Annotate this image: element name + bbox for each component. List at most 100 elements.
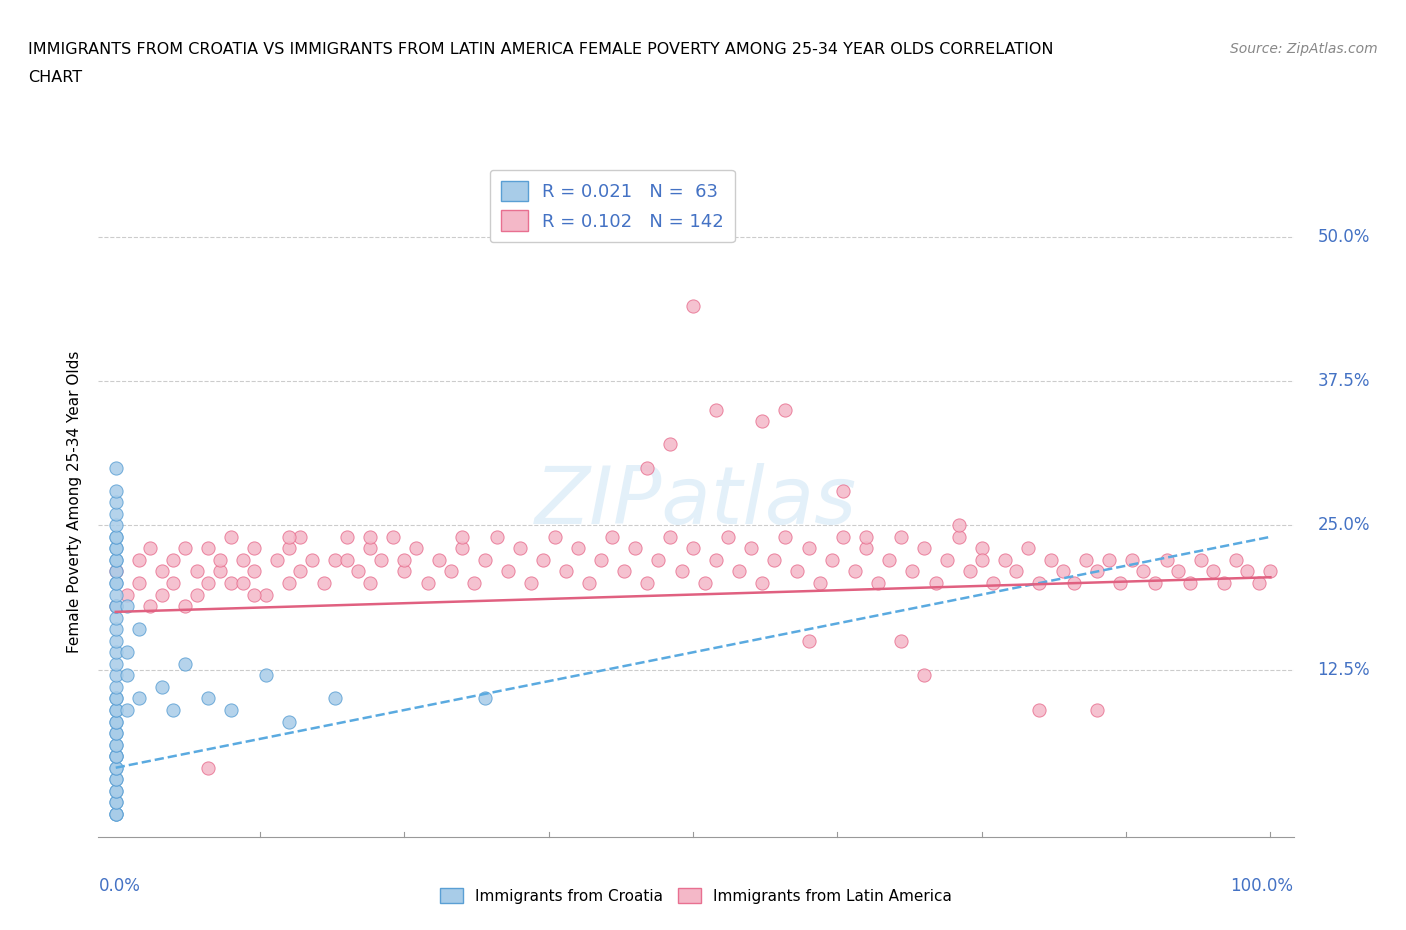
Point (451, 529, 474, 544)
Point (104, 576, 127, 591)
Point (323, 552, 346, 567)
Point (463, 576, 485, 591)
Point (359, 529, 381, 544)
Point (278, 714, 301, 729)
Point (254, 587, 277, 602)
Point (208, 564, 231, 578)
Point (347, 564, 370, 578)
Point (1121, 552, 1143, 567)
Point (797, 541, 820, 556)
Point (498, 564, 520, 578)
Point (693, 576, 716, 591)
Point (104, 795, 127, 810)
Point (1052, 564, 1074, 578)
Point (1202, 564, 1225, 578)
Point (128, 622, 150, 637)
Point (659, 529, 682, 544)
Point (381, 529, 404, 544)
Point (509, 541, 531, 556)
Point (1109, 576, 1132, 591)
Text: CHART: CHART (28, 70, 82, 85)
Point (243, 587, 266, 602)
Point (278, 529, 301, 544)
Point (682, 541, 704, 556)
Point (117, 587, 139, 602)
Point (970, 541, 993, 556)
Point (186, 564, 208, 578)
Point (104, 529, 127, 544)
Point (751, 414, 773, 429)
Point (104, 714, 127, 729)
Point (232, 576, 254, 591)
Point (671, 564, 693, 578)
Point (104, 518, 127, 533)
Point (128, 552, 150, 567)
Point (104, 599, 127, 614)
Point (786, 564, 808, 578)
Point (104, 737, 127, 752)
Point (820, 552, 842, 567)
Point (1213, 576, 1236, 591)
Point (336, 552, 359, 567)
Text: 0.0%: 0.0% (98, 877, 141, 896)
Point (197, 541, 219, 556)
Point (775, 403, 797, 418)
Text: 37.5%: 37.5% (1317, 372, 1369, 390)
Point (775, 529, 797, 544)
Point (948, 518, 970, 533)
Point (359, 576, 381, 591)
Point (104, 772, 127, 787)
Point (104, 691, 127, 706)
Point (1236, 564, 1258, 578)
Text: 12.5%: 12.5% (1317, 660, 1369, 679)
Point (832, 484, 855, 498)
Point (104, 657, 127, 671)
Point (567, 541, 589, 556)
Point (543, 529, 565, 544)
Point (117, 599, 139, 614)
Point (104, 552, 127, 567)
Point (104, 702, 127, 717)
Point (370, 552, 392, 567)
Point (751, 576, 773, 591)
Point (416, 576, 439, 591)
Point (104, 772, 127, 787)
Point (613, 564, 636, 578)
Point (728, 564, 751, 578)
Point (197, 576, 219, 591)
Point (336, 529, 359, 544)
Y-axis label: Female Poverty Among 25-34 Year Olds: Female Poverty Among 25-34 Year Olds (67, 351, 83, 654)
Point (104, 749, 127, 764)
Point (104, 610, 127, 625)
Point (128, 576, 150, 591)
Point (254, 668, 277, 683)
Point (624, 541, 647, 556)
Point (855, 541, 877, 556)
Point (531, 552, 554, 567)
Legend: Immigrants from Croatia, Immigrants from Latin America: Immigrants from Croatia, Immigrants from… (433, 882, 959, 910)
Point (117, 644, 139, 659)
Point (290, 564, 312, 578)
Point (104, 541, 127, 556)
Point (797, 633, 820, 648)
Point (104, 484, 127, 498)
Point (104, 795, 127, 810)
Point (682, 299, 704, 313)
Point (104, 783, 127, 798)
Point (1167, 564, 1189, 578)
Text: 50.0%: 50.0% (1317, 228, 1369, 246)
Point (278, 541, 301, 556)
Point (901, 564, 924, 578)
Point (520, 576, 543, 591)
Point (104, 552, 127, 567)
Point (936, 552, 959, 567)
Point (104, 725, 127, 740)
Point (1156, 552, 1178, 567)
Point (162, 552, 184, 567)
Point (704, 403, 727, 418)
Point (636, 460, 658, 475)
Point (104, 806, 127, 821)
Point (117, 702, 139, 717)
Point (104, 761, 127, 776)
Point (844, 564, 866, 578)
